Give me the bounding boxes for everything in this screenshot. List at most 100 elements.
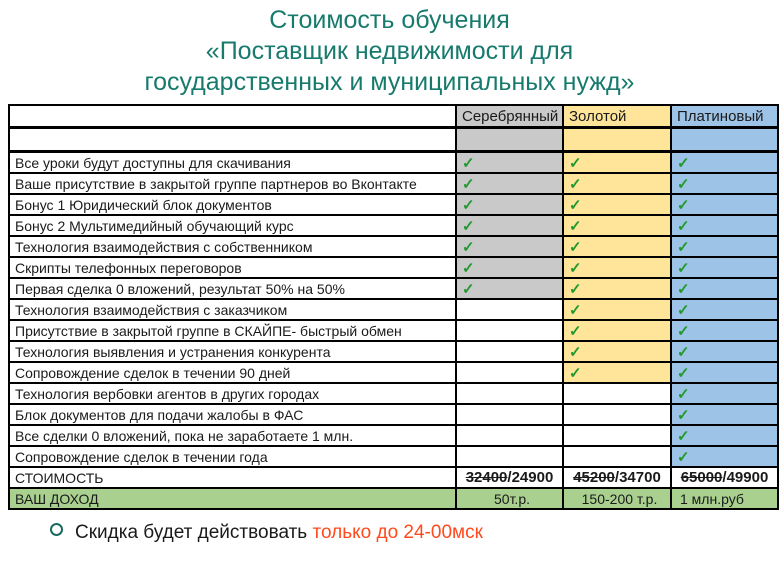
page-title: Стоимость обучения «Поставщик недвижимос… bbox=[0, 0, 779, 98]
checkmark-icon: ✓ bbox=[677, 280, 690, 298]
feature-row: Технология вербовки агентов в других гор… bbox=[8, 382, 779, 405]
plan-cell-platinum: ✓ bbox=[670, 277, 779, 300]
income-cell-gold: 150-200 т.р. bbox=[562, 487, 672, 510]
plan-cell-silver bbox=[455, 319, 564, 342]
checkmark-icon: ✓ bbox=[677, 364, 690, 382]
new-price: 49900 bbox=[726, 469, 769, 486]
feature-row: Ваше присутствие в закрытой группе партн… bbox=[8, 172, 779, 195]
checkmark-icon: ✓ bbox=[569, 238, 582, 256]
price-cell-platinum: 65000/49900 bbox=[670, 466, 779, 489]
old-price: 32400 bbox=[465, 469, 508, 486]
checkmark-icon: ✓ bbox=[677, 175, 690, 193]
feature-row: Первая сделка 0 вложений, результат 50% … bbox=[8, 277, 779, 300]
feature-label: Первая сделка 0 вложений, результат 50% … bbox=[8, 277, 457, 300]
plan-cell-silver: ✓ bbox=[455, 172, 564, 195]
checkmark-icon: ✓ bbox=[677, 154, 690, 172]
feature-label: Все уроки будут доступны для скачивания bbox=[8, 150, 457, 174]
feature-label: Все сделки 0 вложений, пока не заработае… bbox=[8, 424, 457, 447]
plan-cell-platinum: ✓ bbox=[670, 340, 779, 363]
plan-cell-gold: ✓ bbox=[562, 298, 672, 321]
plan-cell-platinum: ✓ bbox=[670, 424, 779, 447]
checkmark-icon: ✓ bbox=[677, 448, 690, 466]
header-row: Серебрянный Золотой Платиновый bbox=[8, 104, 779, 129]
circle-bullet-icon bbox=[50, 523, 63, 536]
plan-cell-silver: ✓ bbox=[455, 150, 564, 174]
feature-row: Все сделки 0 вложений, пока не заработае… bbox=[8, 424, 779, 447]
feature-label bbox=[8, 126, 457, 153]
plan-cell-gold: ✓ bbox=[562, 361, 672, 384]
feature-label: Технология вербовки агентов в других гор… bbox=[8, 382, 457, 405]
plan-cell-silver bbox=[455, 340, 564, 363]
plan-cell-silver: ✓ bbox=[455, 214, 564, 237]
plan-cell-platinum: ✓ bbox=[670, 382, 779, 405]
feature-label: Сопровождение сделок в течении 90 дней bbox=[8, 361, 457, 384]
feature-row: Сопровождение сделок в течении 90 дней ✓ ✓ bbox=[8, 361, 779, 384]
feature-row: Сопровождение сделок в течении года ✓ bbox=[8, 445, 779, 468]
plan-cell-gold: ✓ bbox=[562, 277, 672, 300]
plan-cell-gold bbox=[562, 382, 672, 405]
plan-cell-platinum: ✓ bbox=[670, 172, 779, 195]
checkmark-icon: ✓ bbox=[677, 343, 690, 361]
plan-cell-gold bbox=[562, 445, 672, 468]
feature-label: Сопровождение сделок в течении года bbox=[8, 445, 457, 468]
price-cell-silver: 32400/24900 bbox=[455, 466, 564, 489]
plan-cell-gold: ✓ bbox=[562, 150, 672, 174]
discount-note: Скидка будет действовать только до 24-00… bbox=[50, 522, 779, 544]
checkmark-icon: ✓ bbox=[677, 259, 690, 277]
checkmark-icon: ✓ bbox=[569, 175, 582, 193]
feature-label: Бонус 2 Мультимедийный обучающий курс bbox=[8, 214, 457, 237]
checkmark-icon: ✓ bbox=[677, 406, 690, 424]
feature-label: Бонус 1 Юридический блок документов bbox=[8, 193, 457, 216]
price-row: СТОИМОСТЬ 32400/24900 45200/34700 65000/499… bbox=[8, 466, 779, 489]
plan-cell-silver: ✓ bbox=[455, 277, 564, 300]
price-row-label: СТОИМОСТЬ bbox=[8, 466, 457, 489]
column-header-platinum: Платиновый bbox=[670, 104, 779, 129]
checkmark-icon: ✓ bbox=[569, 259, 582, 277]
plan-cell-gold: ✓ bbox=[562, 340, 672, 363]
pricing-table: Серебрянный Золотой Платиновый Все уроки… bbox=[8, 104, 779, 510]
plan-cell-platinum: ✓ bbox=[670, 256, 779, 279]
checkmark-icon: ✓ bbox=[569, 322, 582, 340]
feature-row: Бонус 2 Мультимедийный обучающий курс ✓ ✓ ✓ bbox=[8, 214, 779, 237]
plan-cell-platinum bbox=[670, 126, 779, 153]
feature-label: Ваше присутствие в закрытой группе партн… bbox=[8, 172, 457, 195]
old-price: 45200 bbox=[573, 469, 615, 486]
plan-cell-silver bbox=[455, 361, 564, 384]
title-line-2: «Поставщик недвижимости для bbox=[205, 37, 574, 65]
plan-cell-silver bbox=[455, 382, 564, 405]
plan-cell-gold: ✓ bbox=[562, 172, 672, 195]
plan-cell-silver bbox=[455, 445, 564, 468]
checkmark-icon: ✓ bbox=[462, 196, 475, 214]
checkmark-icon: ✓ bbox=[569, 154, 582, 172]
checkmark-icon: ✓ bbox=[569, 217, 582, 235]
plan-cell-gold bbox=[562, 403, 672, 426]
plan-cell-platinum: ✓ bbox=[670, 445, 779, 468]
plan-cell-platinum: ✓ bbox=[670, 298, 779, 321]
feature-label: Присутствие в закрытой группе в СКАЙПЕ- … bbox=[8, 319, 457, 342]
plan-cell-silver: ✓ bbox=[455, 256, 564, 279]
title-line-1: Стоимость обучения bbox=[269, 6, 510, 34]
plan-cell-gold: ✓ bbox=[562, 256, 672, 279]
checkmark-icon: ✓ bbox=[677, 301, 690, 319]
plan-cell-platinum: ✓ bbox=[670, 150, 779, 174]
checkmark-icon: ✓ bbox=[677, 322, 690, 340]
checkmark-icon: ✓ bbox=[462, 238, 475, 256]
checkmark-icon: ✓ bbox=[569, 196, 582, 214]
checkmark-icon: ✓ bbox=[569, 364, 582, 382]
feature-label: Технология взаимодействия с заказчиком bbox=[8, 298, 457, 321]
checkmark-icon: ✓ bbox=[462, 259, 475, 277]
feature-row: Технология взаимодействия с заказчиком ✓ ✓ bbox=[8, 298, 779, 321]
header-corner-cell bbox=[8, 104, 457, 129]
feature-label: Технология выявления и устранения конкур… bbox=[8, 340, 457, 363]
feature-row: Присутствие в закрытой группе в СКАЙПЕ- … bbox=[8, 319, 779, 342]
feature-row: Все уроки будут доступны для скачивания ✓… bbox=[8, 150, 779, 174]
checkmark-icon: ✓ bbox=[462, 280, 475, 298]
income-cell-platinum: 1 млн.руб bbox=[670, 487, 779, 510]
spacer-row bbox=[8, 126, 779, 153]
plan-cell-gold: ✓ bbox=[562, 319, 672, 342]
feature-row: Технология выявления и устранения конкур… bbox=[8, 340, 779, 363]
plan-cell-platinum: ✓ bbox=[670, 403, 779, 426]
new-price: 34700 bbox=[619, 469, 661, 486]
plan-cell-platinum: ✓ bbox=[670, 361, 779, 384]
plan-cell-platinum: ✓ bbox=[670, 214, 779, 237]
